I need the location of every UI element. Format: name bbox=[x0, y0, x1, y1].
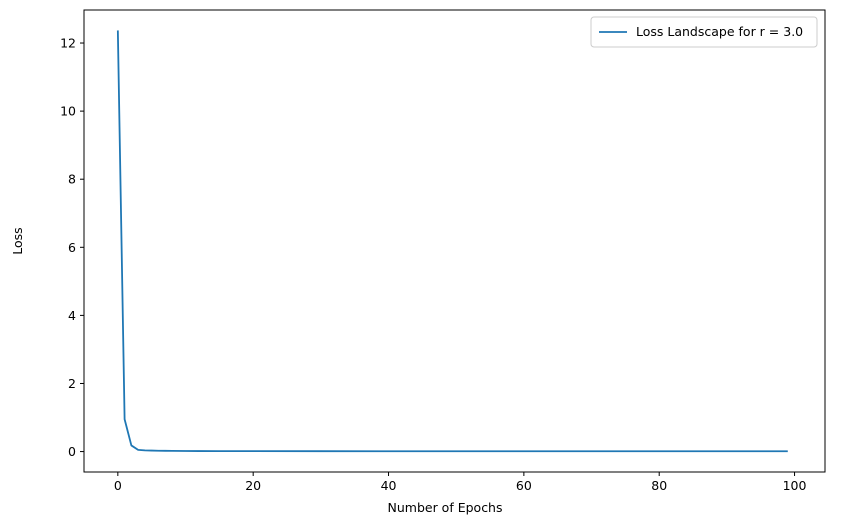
y-tick-label: 4 bbox=[68, 308, 76, 323]
y-tick-label: 6 bbox=[68, 240, 76, 255]
x-tick-label: 80 bbox=[651, 478, 667, 493]
legend-box bbox=[590, 16, 818, 48]
plot-area bbox=[116, 30, 788, 453]
y-axis-label: Loss bbox=[10, 227, 25, 254]
x-tick-label: 60 bbox=[516, 478, 532, 493]
legend: Loss Landscape for r = 3.0 bbox=[590, 16, 818, 48]
series-line bbox=[116, 30, 788, 453]
x-tick-label: 100 bbox=[783, 478, 807, 493]
x-tick-label: 0 bbox=[114, 478, 122, 493]
y-tick-label: 12 bbox=[60, 36, 76, 51]
axes-frame bbox=[83, 9, 826, 473]
y-axis: 0 2 4 6 8 10 12 bbox=[60, 36, 84, 459]
y-tick-label: 0 bbox=[68, 444, 76, 459]
y-tick-label: 10 bbox=[60, 104, 76, 119]
x-tick-label: 20 bbox=[245, 478, 261, 493]
legend-entry: Loss Landscape for r = 3.0 bbox=[636, 24, 803, 39]
y-tick-label: 2 bbox=[68, 376, 76, 391]
x-axis-label: Number of Epochs bbox=[388, 500, 503, 515]
y-tick-label: 8 bbox=[68, 172, 76, 187]
x-tick-label: 40 bbox=[381, 478, 397, 493]
x-axis: 0 20 40 60 80 100 bbox=[114, 472, 807, 493]
